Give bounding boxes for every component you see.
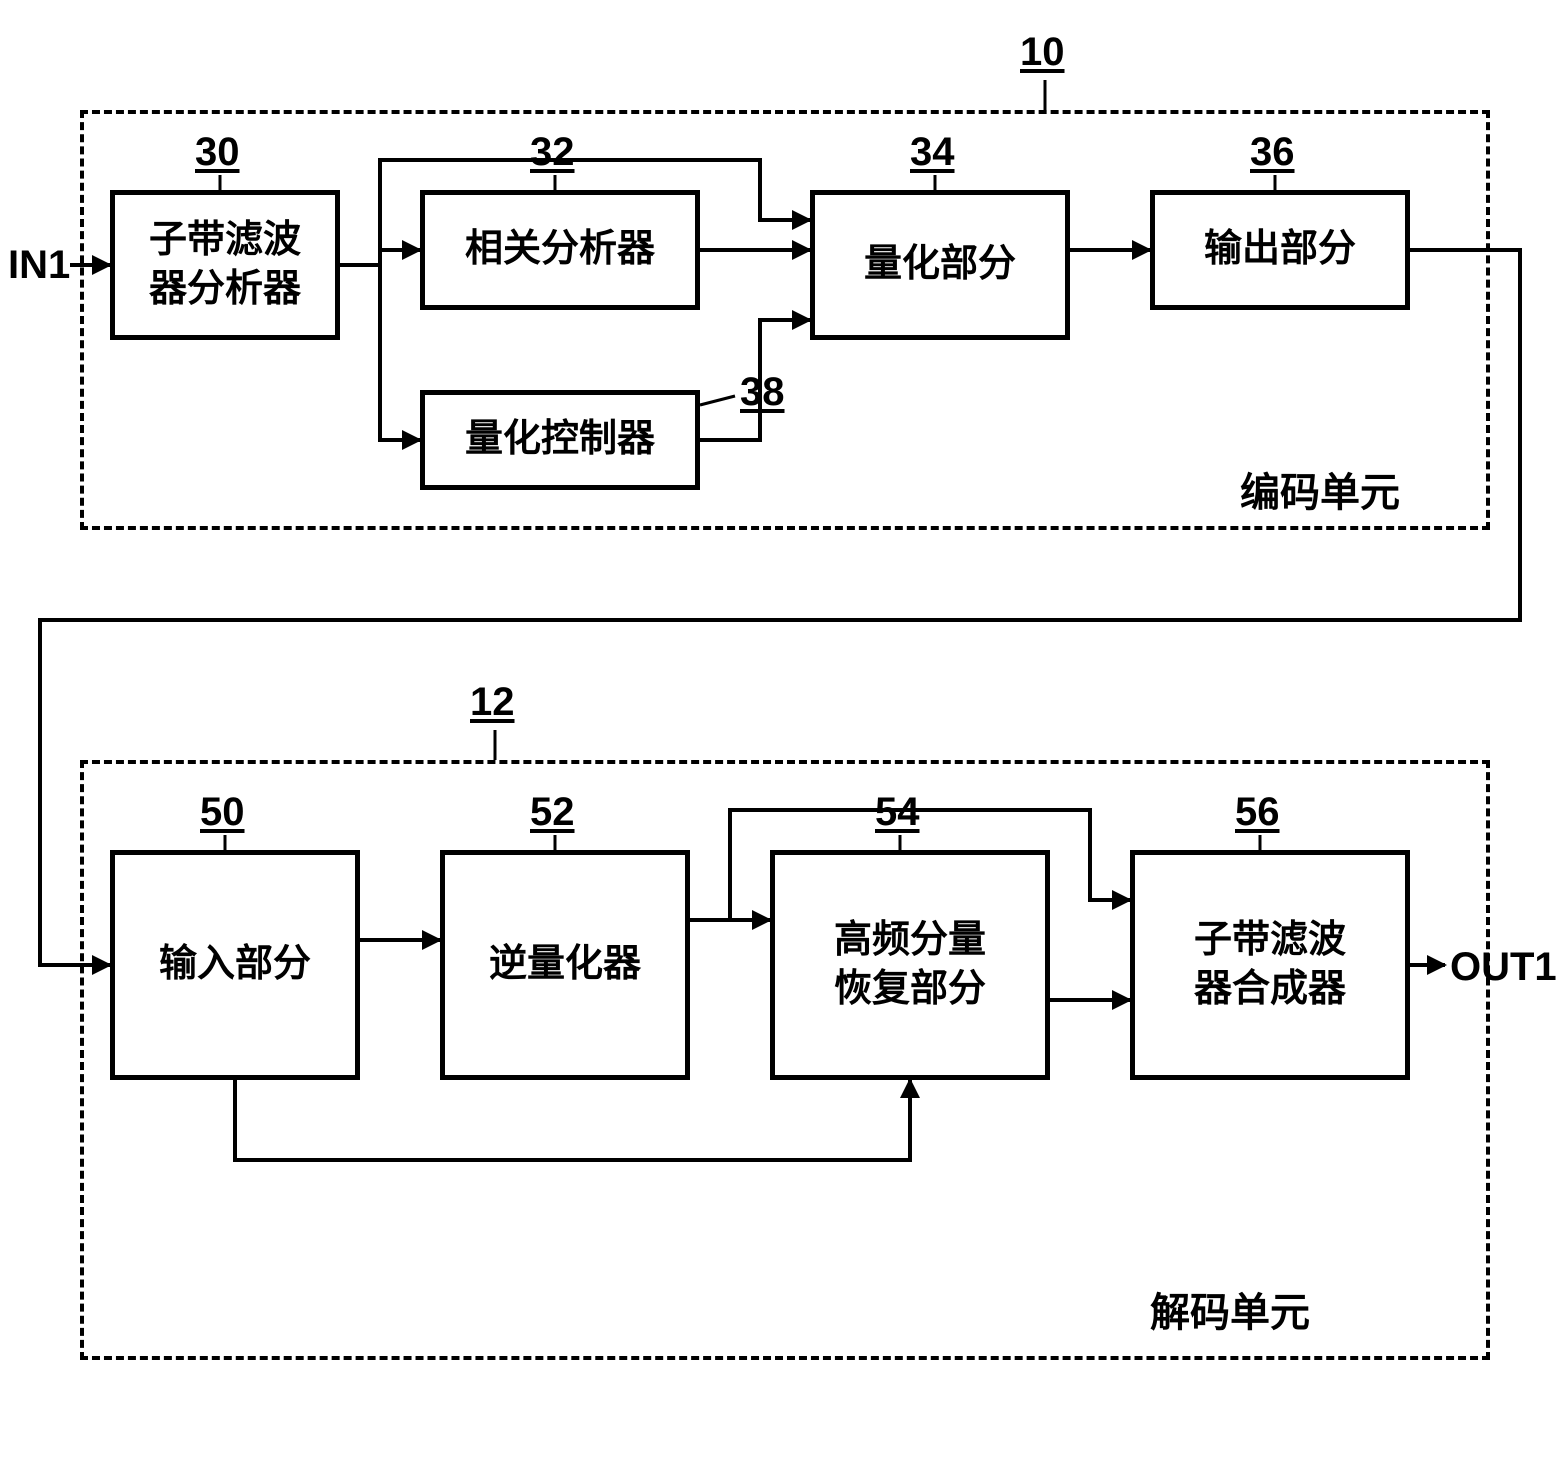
label-10: 10 [1020, 30, 1065, 75]
encoder-unit-label: 编码单元 [1240, 460, 1400, 518]
block-50-input-part: 输入部分 [110, 850, 360, 1080]
block-label: 逆量化器 [489, 940, 641, 989]
label-52: 52 [530, 790, 575, 835]
block-label: 输出部分 [1204, 225, 1356, 274]
in1-label: IN1 [8, 243, 70, 288]
block-36-output-part: 输出部分 [1150, 190, 1410, 310]
label-50: 50 [200, 790, 245, 835]
block-52-inverse-quantizer: 逆量化器 [440, 850, 690, 1080]
block-32-correlation-analyzer: 相关分析器 [420, 190, 700, 310]
label-56: 56 [1235, 790, 1280, 835]
label-32: 32 [530, 130, 575, 175]
block-label: 量化部分 [864, 240, 1016, 289]
diagram-canvas: 子带滤波器分析器 相关分析器 量化部分 输出部分 量化控制器 输入部分 逆量化器… [0, 0, 1564, 1460]
label-30: 30 [195, 130, 240, 175]
block-38-quantization-controller: 量化控制器 [420, 390, 700, 490]
label-12: 12 [470, 680, 515, 725]
block-label: 子带滤波器分析器 [149, 216, 301, 315]
label-38: 38 [740, 370, 785, 415]
block-34-quantization-part: 量化部分 [810, 190, 1070, 340]
label-54: 54 [875, 790, 920, 835]
label-36: 36 [1250, 130, 1295, 175]
block-label: 相关分析器 [465, 225, 655, 274]
block-label: 量化控制器 [465, 415, 655, 464]
block-56-subband-filter-synthesizer: 子带滤波器合成器 [1130, 850, 1410, 1080]
block-30-subband-filter-analyzer: 子带滤波器分析器 [110, 190, 340, 340]
block-label: 子带滤波器合成器 [1194, 916, 1346, 1015]
out1-label: OUT1 [1450, 945, 1557, 990]
block-54-hf-component-recovery: 高频分量恢复部分 [770, 850, 1050, 1080]
label-34: 34 [910, 130, 955, 175]
block-label: 输入部分 [159, 940, 311, 989]
block-label: 高频分量恢复部分 [834, 916, 986, 1015]
decoder-unit-label: 解码单元 [1150, 1280, 1310, 1338]
